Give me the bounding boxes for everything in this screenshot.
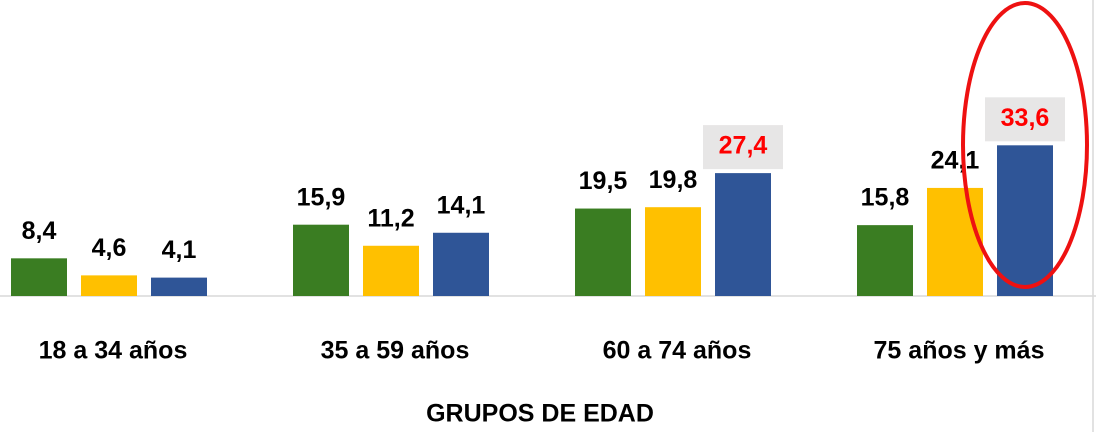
value-label-bg xyxy=(703,125,783,170)
value-label: 4,1 xyxy=(162,236,197,264)
value-label: 24,1 xyxy=(931,147,980,175)
bar xyxy=(645,207,701,296)
bar xyxy=(151,277,207,296)
bar xyxy=(857,225,913,296)
value-label: 15,8 xyxy=(861,184,910,212)
x-axis-title: GRUPOS DE EDAD xyxy=(426,400,654,428)
bar xyxy=(927,187,983,296)
value-label-bg xyxy=(985,97,1065,142)
bar xyxy=(81,275,137,296)
value-label: 19,5 xyxy=(579,167,628,195)
value-label: 11,2 xyxy=(367,204,414,232)
x-tick-label: 35 a 59 años xyxy=(321,337,470,365)
value-label: 14,1 xyxy=(437,191,486,219)
bar xyxy=(433,232,489,296)
bar xyxy=(11,258,67,296)
bar xyxy=(293,224,349,296)
bar xyxy=(363,245,419,296)
x-tick-label: 75 años y más xyxy=(874,337,1045,365)
x-tick-label: 60 a 74 años xyxy=(603,337,752,365)
bar xyxy=(715,173,771,296)
value-label: 8,4 xyxy=(22,217,57,245)
value-label: 19,8 xyxy=(649,166,698,194)
value-label: 27,4 xyxy=(719,132,768,160)
plot: 18 a 34 años 8,4 4,6 4,1 35 a 59 años 15,9 11,… xyxy=(11,97,1065,365)
bar xyxy=(575,208,631,296)
value-label: 33,6 xyxy=(1001,104,1050,132)
highlight-ellipse xyxy=(961,1,1089,289)
x-tick-label: 18 a 34 años xyxy=(39,337,188,365)
value-label: 4,6 xyxy=(92,234,127,262)
bar xyxy=(997,145,1053,296)
value-label: 15,9 xyxy=(297,183,346,211)
